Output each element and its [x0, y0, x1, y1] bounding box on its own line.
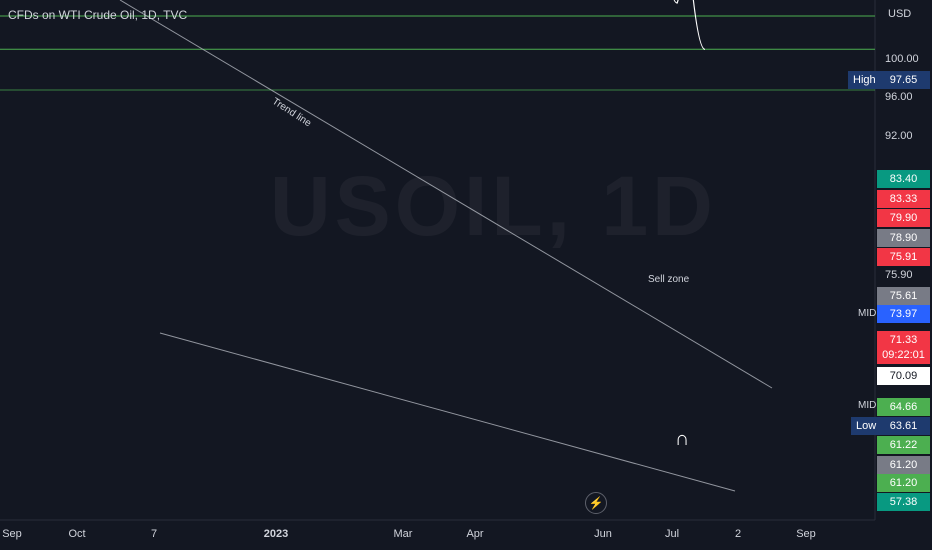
time-tick: 2023 — [263, 528, 289, 540]
price-tick: 100.00 — [885, 53, 919, 65]
price-badge: 61.20 — [877, 474, 930, 492]
price-badge: 79.90 — [877, 209, 930, 227]
price-badge: 75.61 — [877, 287, 930, 305]
price-badge: 75.91 — [877, 248, 930, 266]
price-badge: 57.38 — [877, 493, 930, 511]
trend-line — [119, 0, 773, 389]
magnet-icon[interactable]: ∩ — [675, 428, 690, 450]
projection-path — [673, 0, 706, 51]
price-tick-badge: 70.09 — [877, 367, 930, 385]
lightning-icon[interactable]: ⚡ — [585, 492, 607, 514]
sell-zone-label: Sell zone — [648, 274, 690, 285]
price-badge: 83.33 — [877, 190, 930, 208]
time-tick: Jun — [594, 528, 612, 540]
chart-title: CFDs on WTI Crude Oil, 1D, TVC — [8, 8, 188, 22]
time-tick: Apr — [466, 528, 484, 540]
price-badge: 61.20 — [877, 456, 930, 474]
price-tick: 75.90 — [885, 269, 913, 281]
time-tick: Sep — [796, 528, 816, 540]
symbol-watermark: USOIL, 1D — [270, 158, 717, 255]
price-badge: 64.66 — [877, 398, 930, 416]
time-tick: 7 — [150, 528, 158, 540]
time-tick: Oct — [68, 528, 86, 540]
low-value: 63.61 — [877, 417, 930, 435]
high-label: High — [848, 71, 881, 89]
currency-label: USD — [888, 8, 912, 20]
price-badge: 73.97 — [877, 305, 930, 323]
time-tick: Sep — [2, 528, 22, 540]
high-value: 97.65 — [877, 71, 930, 89]
time-tick: Jul — [664, 528, 680, 540]
price-tick: 92.00 — [885, 130, 913, 142]
low-label: Low — [851, 417, 882, 435]
price-badge: 71.33 — [877, 331, 930, 349]
lower-trend-line — [159, 332, 736, 492]
mid-upper-label: MID — [858, 308, 877, 319]
time-tick: 2 — [734, 528, 742, 540]
price-tick: 96.00 — [885, 91, 913, 103]
price-badge: 61.22 — [877, 436, 930, 454]
price-badge: 83.40 — [877, 170, 930, 188]
countdown-badge: 09:22:01 — [877, 346, 930, 364]
mid-lower-label: MID — [858, 400, 877, 411]
price-badge: 78.90 — [877, 229, 930, 247]
time-tick: Mar — [393, 528, 413, 540]
